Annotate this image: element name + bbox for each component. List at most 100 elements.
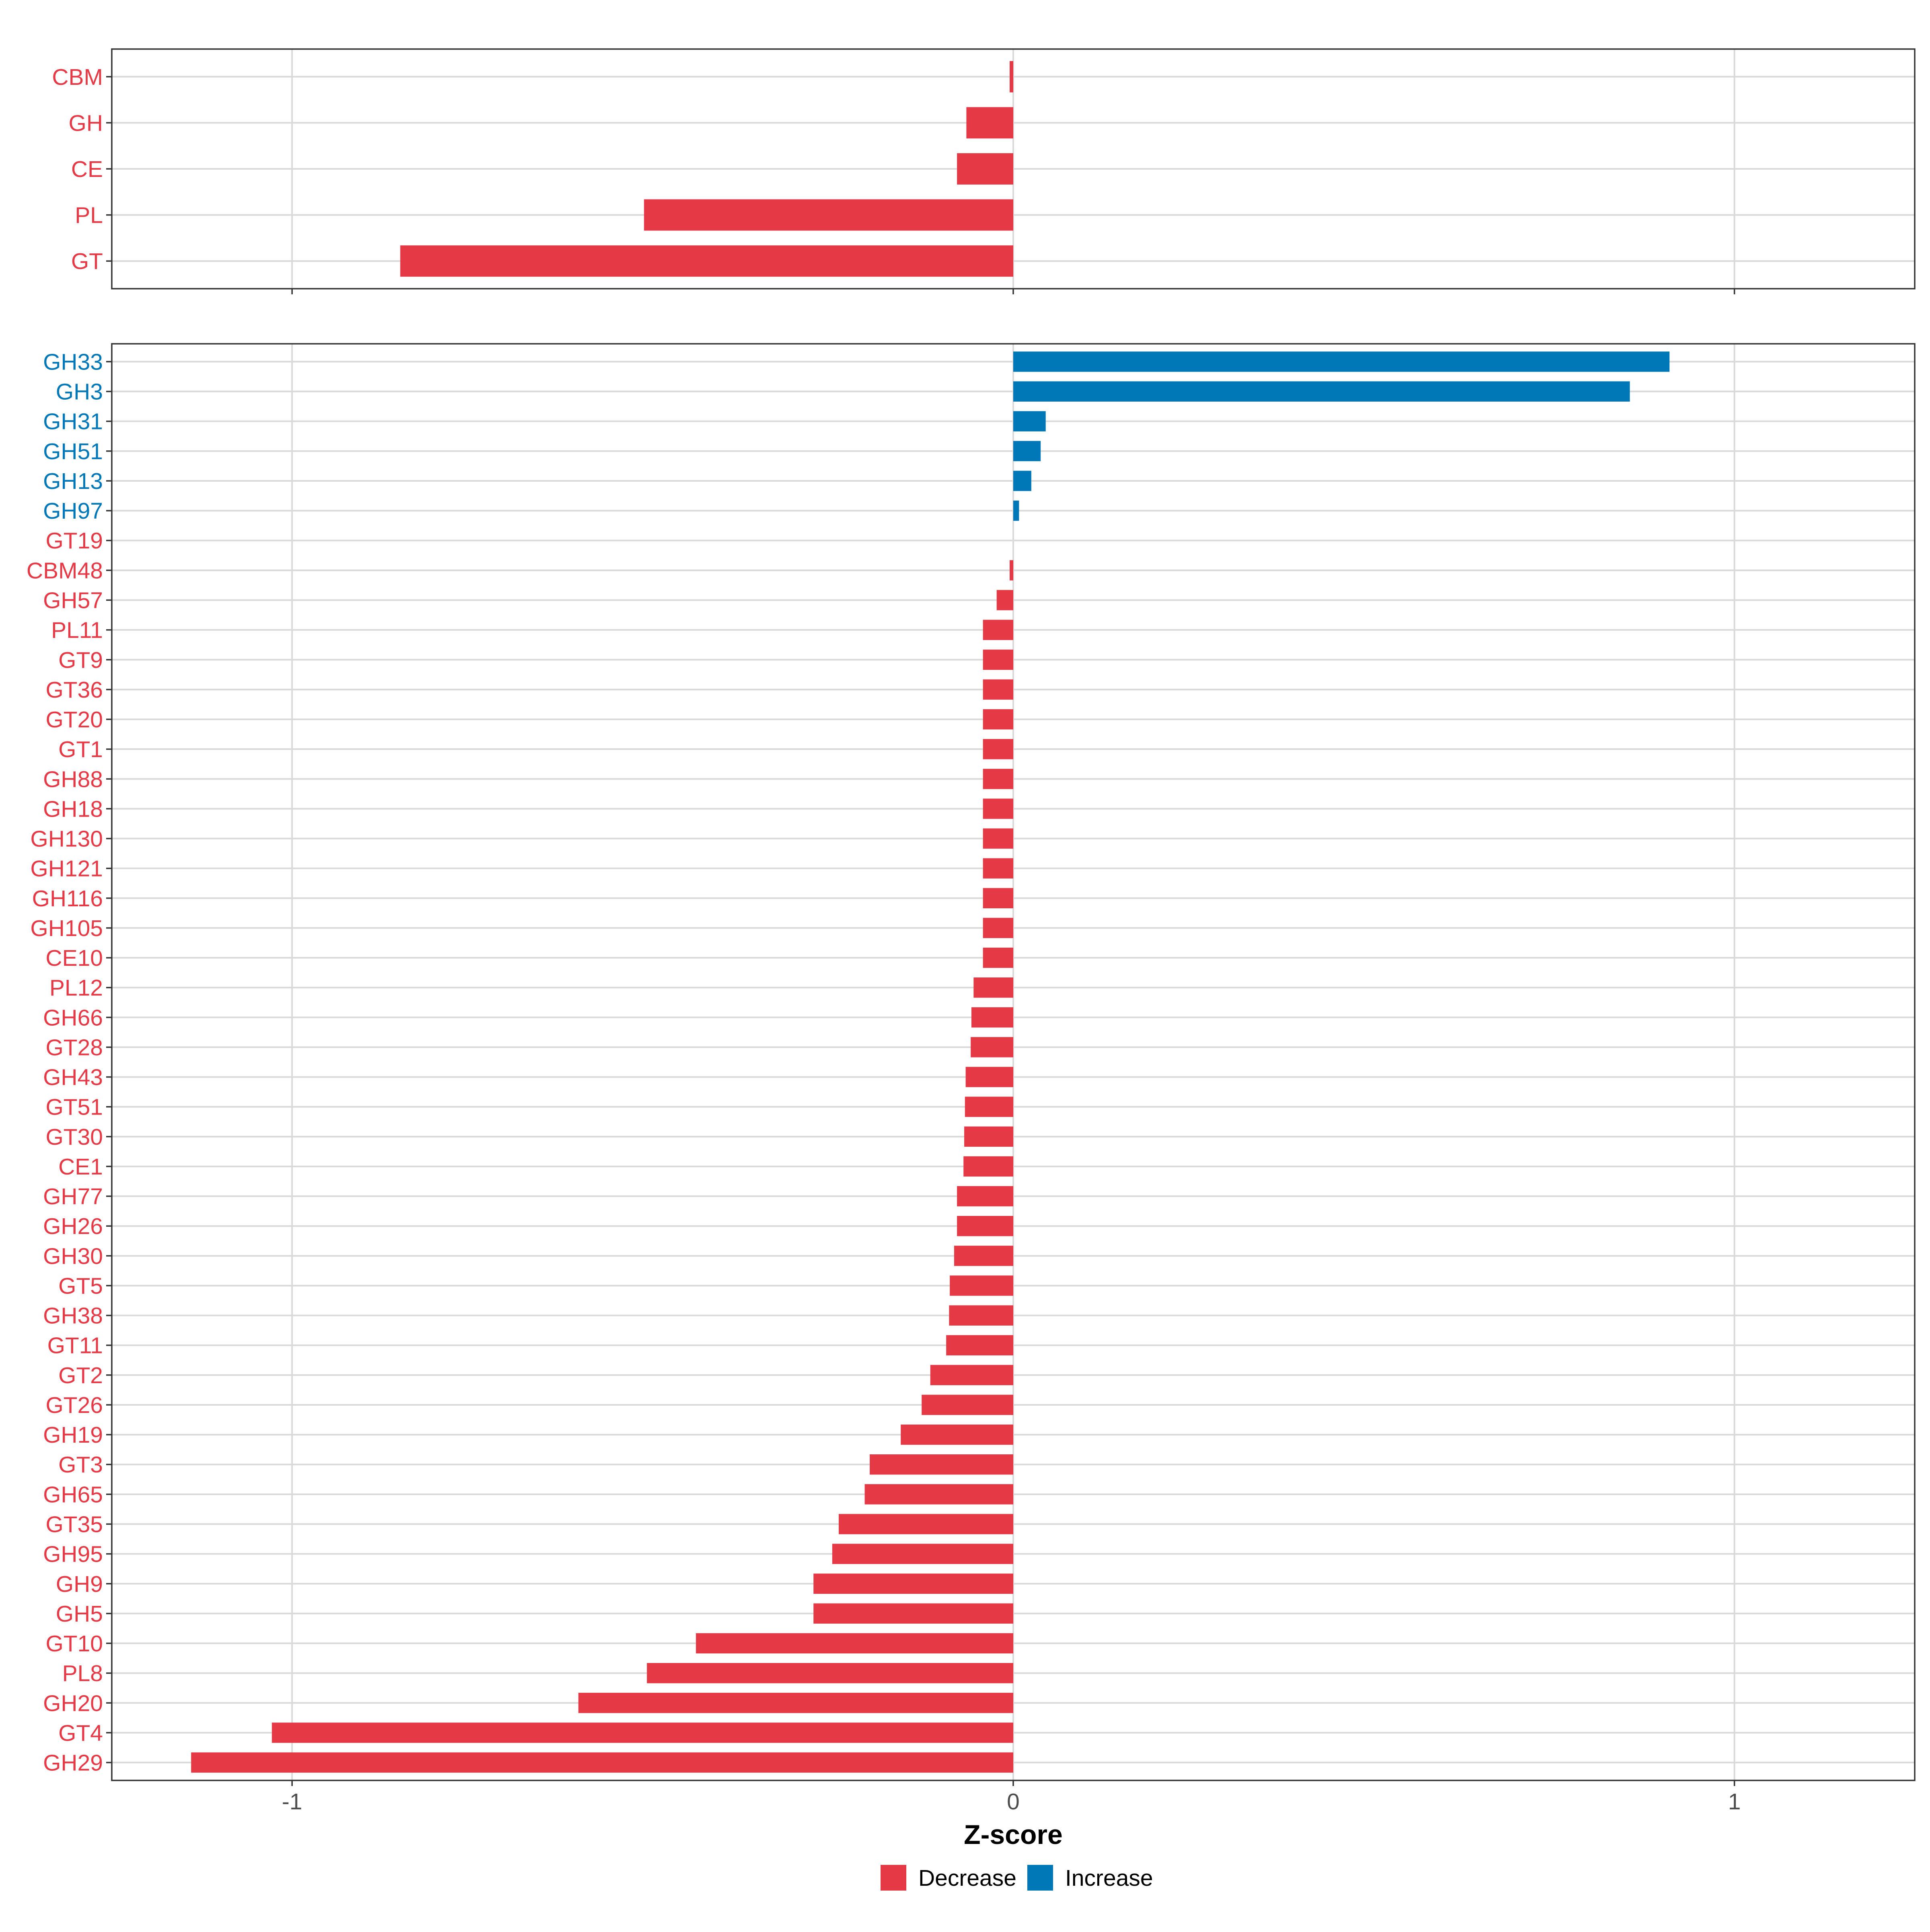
- x-axis-title: Z-score: [964, 1819, 1063, 1850]
- y-tick-label-gh33: GH33: [43, 349, 103, 375]
- y-tick-label-gt20: GT20: [45, 707, 103, 733]
- bar-gh38: [949, 1305, 1013, 1326]
- y-tick-label-gh31: GH31: [43, 409, 103, 435]
- bar-gh66: [971, 1007, 1013, 1028]
- bar-gt: [400, 245, 1014, 277]
- bar-cbm: [1010, 61, 1013, 92]
- y-tick-label-gt1: GT1: [58, 737, 103, 762]
- bar-gh9: [813, 1573, 1013, 1594]
- bar-gh18: [983, 799, 1013, 819]
- bar-gt5: [950, 1275, 1013, 1296]
- y-tick-label-gh29: GH29: [43, 1750, 103, 1776]
- bar-gh97: [1013, 500, 1019, 521]
- bar-pl12: [973, 977, 1013, 998]
- y-tick-label-gt30: GT30: [45, 1124, 103, 1150]
- y-tick-label-gh116: GH116: [32, 886, 103, 912]
- y-tick-label-gh121: GH121: [30, 856, 103, 882]
- y-tick-label-pl: PL: [75, 203, 103, 228]
- y-tick-label-gh57: GH57: [43, 588, 103, 614]
- y-tick-label-gh3: GH3: [56, 379, 103, 405]
- y-tick-label-gh5: GH5: [56, 1601, 103, 1627]
- bar-pl8: [647, 1663, 1013, 1684]
- y-tick-label-pl12: PL12: [49, 975, 103, 1001]
- bar-gh26: [957, 1216, 1013, 1236]
- y-tick-label-gh65: GH65: [43, 1482, 103, 1507]
- legend-label-decrease: Decrease: [918, 1865, 1016, 1891]
- y-tick-label-gt35: GT35: [45, 1511, 103, 1537]
- bar-gh30: [954, 1246, 1013, 1266]
- y-tick-label-gt5: GT5: [58, 1273, 103, 1299]
- y-tick-label-gh130: GH130: [30, 826, 103, 852]
- y-tick-label-gt28: GT28: [45, 1035, 103, 1060]
- y-tick-label-gh26: GH26: [43, 1213, 103, 1239]
- bar-gh57: [996, 590, 1013, 610]
- y-tick-label-cbm: CBM: [52, 64, 103, 90]
- y-tick-label-pl8: PL8: [62, 1661, 103, 1686]
- y-tick-label-gh18: GH18: [43, 796, 103, 822]
- bar-gh116: [983, 888, 1013, 908]
- bar-gh51: [1013, 441, 1041, 462]
- y-tick-label-cbm48: CBM48: [27, 558, 103, 583]
- bar-gt11: [946, 1335, 1013, 1355]
- y-tick-label-ce1: CE1: [58, 1154, 103, 1180]
- y-tick-label-gh77: GH77: [43, 1184, 103, 1209]
- x-tick-label: 1: [1728, 1789, 1741, 1815]
- bar-cbm48: [1010, 560, 1013, 581]
- bar-gt2: [930, 1365, 1013, 1386]
- bar-gh43: [965, 1067, 1013, 1087]
- bar-gh3: [1013, 381, 1630, 402]
- legend-swatch-increase: [1027, 1865, 1053, 1891]
- y-tick-label-gh88: GH88: [43, 766, 103, 792]
- y-tick-label-gh105: GH105: [30, 916, 103, 941]
- y-tick-label-gh43: GH43: [43, 1065, 103, 1090]
- y-tick-label-gt36: GT36: [45, 677, 103, 703]
- y-tick-label-gt11: GT11: [47, 1333, 103, 1359]
- legend-label-increase: Increase: [1065, 1865, 1153, 1891]
- y-tick-label-gh66: GH66: [43, 1005, 103, 1031]
- bar-gt1: [983, 739, 1013, 760]
- bar-gt36: [983, 679, 1013, 700]
- bar-gh13: [1013, 470, 1031, 491]
- y-tick-label-gh30: GH30: [43, 1243, 103, 1269]
- bar-gt3: [870, 1454, 1013, 1475]
- y-tick-label-gt26: GT26: [45, 1392, 103, 1418]
- y-tick-label-gh20: GH20: [43, 1690, 103, 1716]
- y-tick-label-gh: GH: [69, 110, 103, 136]
- bar-gh77: [957, 1186, 1013, 1207]
- bar-gh105: [983, 918, 1013, 938]
- bar-gt51: [965, 1096, 1013, 1117]
- bar-gh31: [1013, 411, 1046, 431]
- bar-gt28: [971, 1037, 1013, 1057]
- y-tick-label-gh9: GH9: [56, 1571, 103, 1597]
- bar-gt26: [922, 1394, 1013, 1415]
- y-tick-label-gh97: GH97: [43, 498, 103, 524]
- bar-gh65: [864, 1484, 1013, 1505]
- bar-gh19: [901, 1424, 1013, 1445]
- bar-gh29: [191, 1752, 1013, 1773]
- x-tick-label: 0: [1007, 1789, 1020, 1815]
- bar-gt20: [983, 709, 1013, 730]
- y-tick-label-gh19: GH19: [43, 1422, 103, 1448]
- bar-gh20: [578, 1693, 1013, 1713]
- bar-ce10: [983, 947, 1013, 968]
- bar-gt4: [272, 1723, 1013, 1743]
- bar-pl11: [983, 620, 1013, 640]
- bar-gh5: [813, 1603, 1013, 1624]
- y-tick-label-gh38: GH38: [43, 1303, 103, 1329]
- y-tick-label-gt9: GT9: [58, 647, 103, 673]
- y-tick-label-gt4: GT4: [58, 1720, 103, 1746]
- bar-ce: [957, 153, 1013, 185]
- bar-pl: [644, 199, 1013, 231]
- y-tick-label-gh51: GH51: [43, 439, 103, 464]
- bar-gh88: [983, 769, 1013, 789]
- y-tick-label-gt10: GT10: [45, 1631, 103, 1657]
- y-tick-label-ce: CE: [71, 156, 103, 182]
- bar-gt30: [964, 1126, 1013, 1147]
- y-tick-label-gt: GT: [71, 248, 103, 274]
- y-tick-label-gt19: GT19: [45, 528, 103, 554]
- bar-gt9: [983, 649, 1013, 670]
- bar-gt35: [838, 1514, 1013, 1534]
- y-tick-label-gt51: GT51: [45, 1094, 103, 1120]
